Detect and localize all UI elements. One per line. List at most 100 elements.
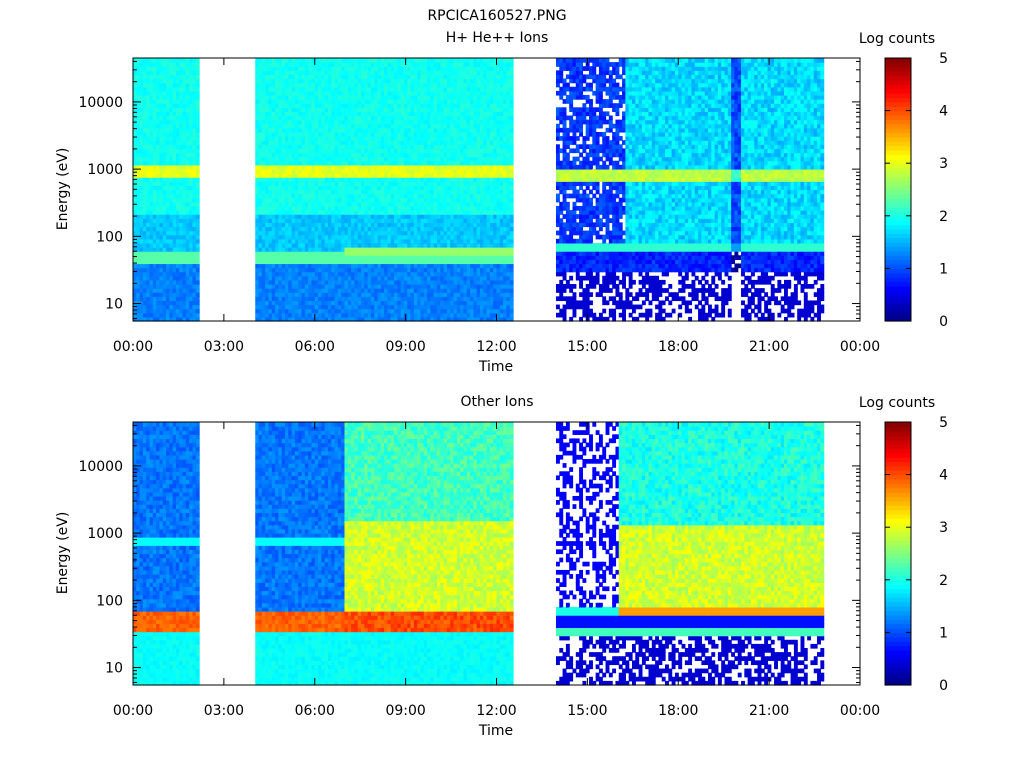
heatmap-cell <box>337 296 342 302</box>
heatmap-cell <box>149 62 154 67</box>
heatmap-cell <box>133 136 137 141</box>
heatmap-cell <box>281 189 286 195</box>
heatmap-cell <box>281 62 286 67</box>
heatmap-cell <box>182 214 187 219</box>
heatmap-cell <box>443 140 448 145</box>
heatmap-cell <box>258 288 263 293</box>
heatmap-cell <box>354 222 359 228</box>
heatmap-cell <box>142 230 147 236</box>
heatmap-cell <box>291 185 296 191</box>
heatmap-cell <box>337 197 342 203</box>
heatmap-cell <box>136 193 141 199</box>
heatmap-cell <box>413 275 418 281</box>
heatmap-cell <box>318 136 322 141</box>
heatmap-cell <box>374 247 379 252</box>
heatmap-cell <box>166 164 170 170</box>
heatmap-cell <box>268 214 273 219</box>
heatmap-cell <box>275 238 279 244</box>
heatmap-cell <box>430 312 435 318</box>
heatmap-cell <box>430 107 435 113</box>
heatmap-cell <box>367 292 372 297</box>
heatmap-cell <box>437 66 441 71</box>
heatmap-cell <box>413 222 418 228</box>
heatmap-cell <box>162 218 167 223</box>
heatmap-cell <box>275 193 279 199</box>
heatmap-cell <box>420 74 425 80</box>
heatmap-cell <box>281 242 286 248</box>
heatmap-cell <box>185 222 190 228</box>
heatmap-cell <box>433 119 438 125</box>
heatmap-cell <box>172 263 177 269</box>
heatmap-cell <box>255 312 260 318</box>
heatmap-cell <box>175 193 180 199</box>
heatmap-cell <box>327 111 332 117</box>
heatmap-cell <box>271 296 276 302</box>
heatmap-cell <box>367 173 372 178</box>
heatmap-cell <box>278 62 283 67</box>
heatmap-cell <box>384 275 389 281</box>
heatmap-cell <box>156 70 161 76</box>
heatmap-cell <box>370 197 375 203</box>
heatmap-cell <box>327 247 332 252</box>
heatmap-cell <box>357 267 362 273</box>
heatmap-cell <box>357 82 362 88</box>
heatmap-cell <box>265 267 270 273</box>
heatmap-cell <box>400 296 405 302</box>
heatmap-cell <box>410 259 415 265</box>
heatmap-cell <box>139 152 144 158</box>
heatmap-cell <box>288 136 293 141</box>
heatmap-cell <box>172 279 177 285</box>
heatmap-cell <box>347 99 352 104</box>
heatmap-cell <box>291 173 296 178</box>
heatmap-cell <box>400 251 405 256</box>
heatmap-cell <box>354 316 359 322</box>
heatmap-cell <box>308 308 313 314</box>
heatmap-cell <box>380 140 385 145</box>
heatmap-cell <box>351 279 355 285</box>
heatmap-cell <box>288 160 293 166</box>
heatmap-cell <box>308 205 313 211</box>
heatmap-cell <box>136 173 141 178</box>
heatmap-cell <box>133 255 137 260</box>
heatmap-cell <box>311 238 316 244</box>
heatmap-cell <box>433 115 438 121</box>
heatmap-cell <box>370 164 375 170</box>
heatmap-cell <box>384 271 389 277</box>
heatmap-cell <box>182 62 187 67</box>
heatmap-cell <box>294 255 299 260</box>
heatmap-cell <box>367 123 372 129</box>
heatmap-cell <box>357 131 362 137</box>
heatmap-cell <box>258 140 263 145</box>
heatmap-cell <box>195 234 200 240</box>
heatmap-cell <box>261 279 266 285</box>
heatmap-cell <box>413 218 418 223</box>
heatmap-cell <box>357 300 362 306</box>
heatmap-cell <box>271 300 276 306</box>
heatmap-cell <box>255 210 260 215</box>
heatmap-cell <box>370 296 375 302</box>
heatmap-cell <box>294 230 299 236</box>
heatmap-cell <box>387 156 392 162</box>
heatmap-cell <box>255 279 260 285</box>
heatmap-cell <box>304 78 309 84</box>
heatmap-cell <box>294 123 299 129</box>
heatmap-cell <box>364 218 369 223</box>
heatmap-cell <box>314 127 319 133</box>
heatmap-cell <box>440 259 445 265</box>
heatmap-cell <box>281 226 286 232</box>
heatmap-cell <box>189 238 194 244</box>
heatmap-cell <box>281 115 286 121</box>
heatmap-cell <box>258 316 263 322</box>
heatmap-cell <box>334 177 339 182</box>
heatmap-cell <box>278 218 283 223</box>
heatmap-cell <box>443 251 448 256</box>
heatmap-cell <box>189 168 194 174</box>
heatmap-cell <box>265 66 270 71</box>
heatmap-cell <box>278 86 283 92</box>
heatmap-cell <box>271 140 276 145</box>
heatmap-cell <box>364 312 369 318</box>
heatmap-cell <box>440 111 445 117</box>
heatmap-cell <box>384 86 389 92</box>
heatmap-cell <box>142 259 147 265</box>
heatmap-cell <box>430 156 435 162</box>
